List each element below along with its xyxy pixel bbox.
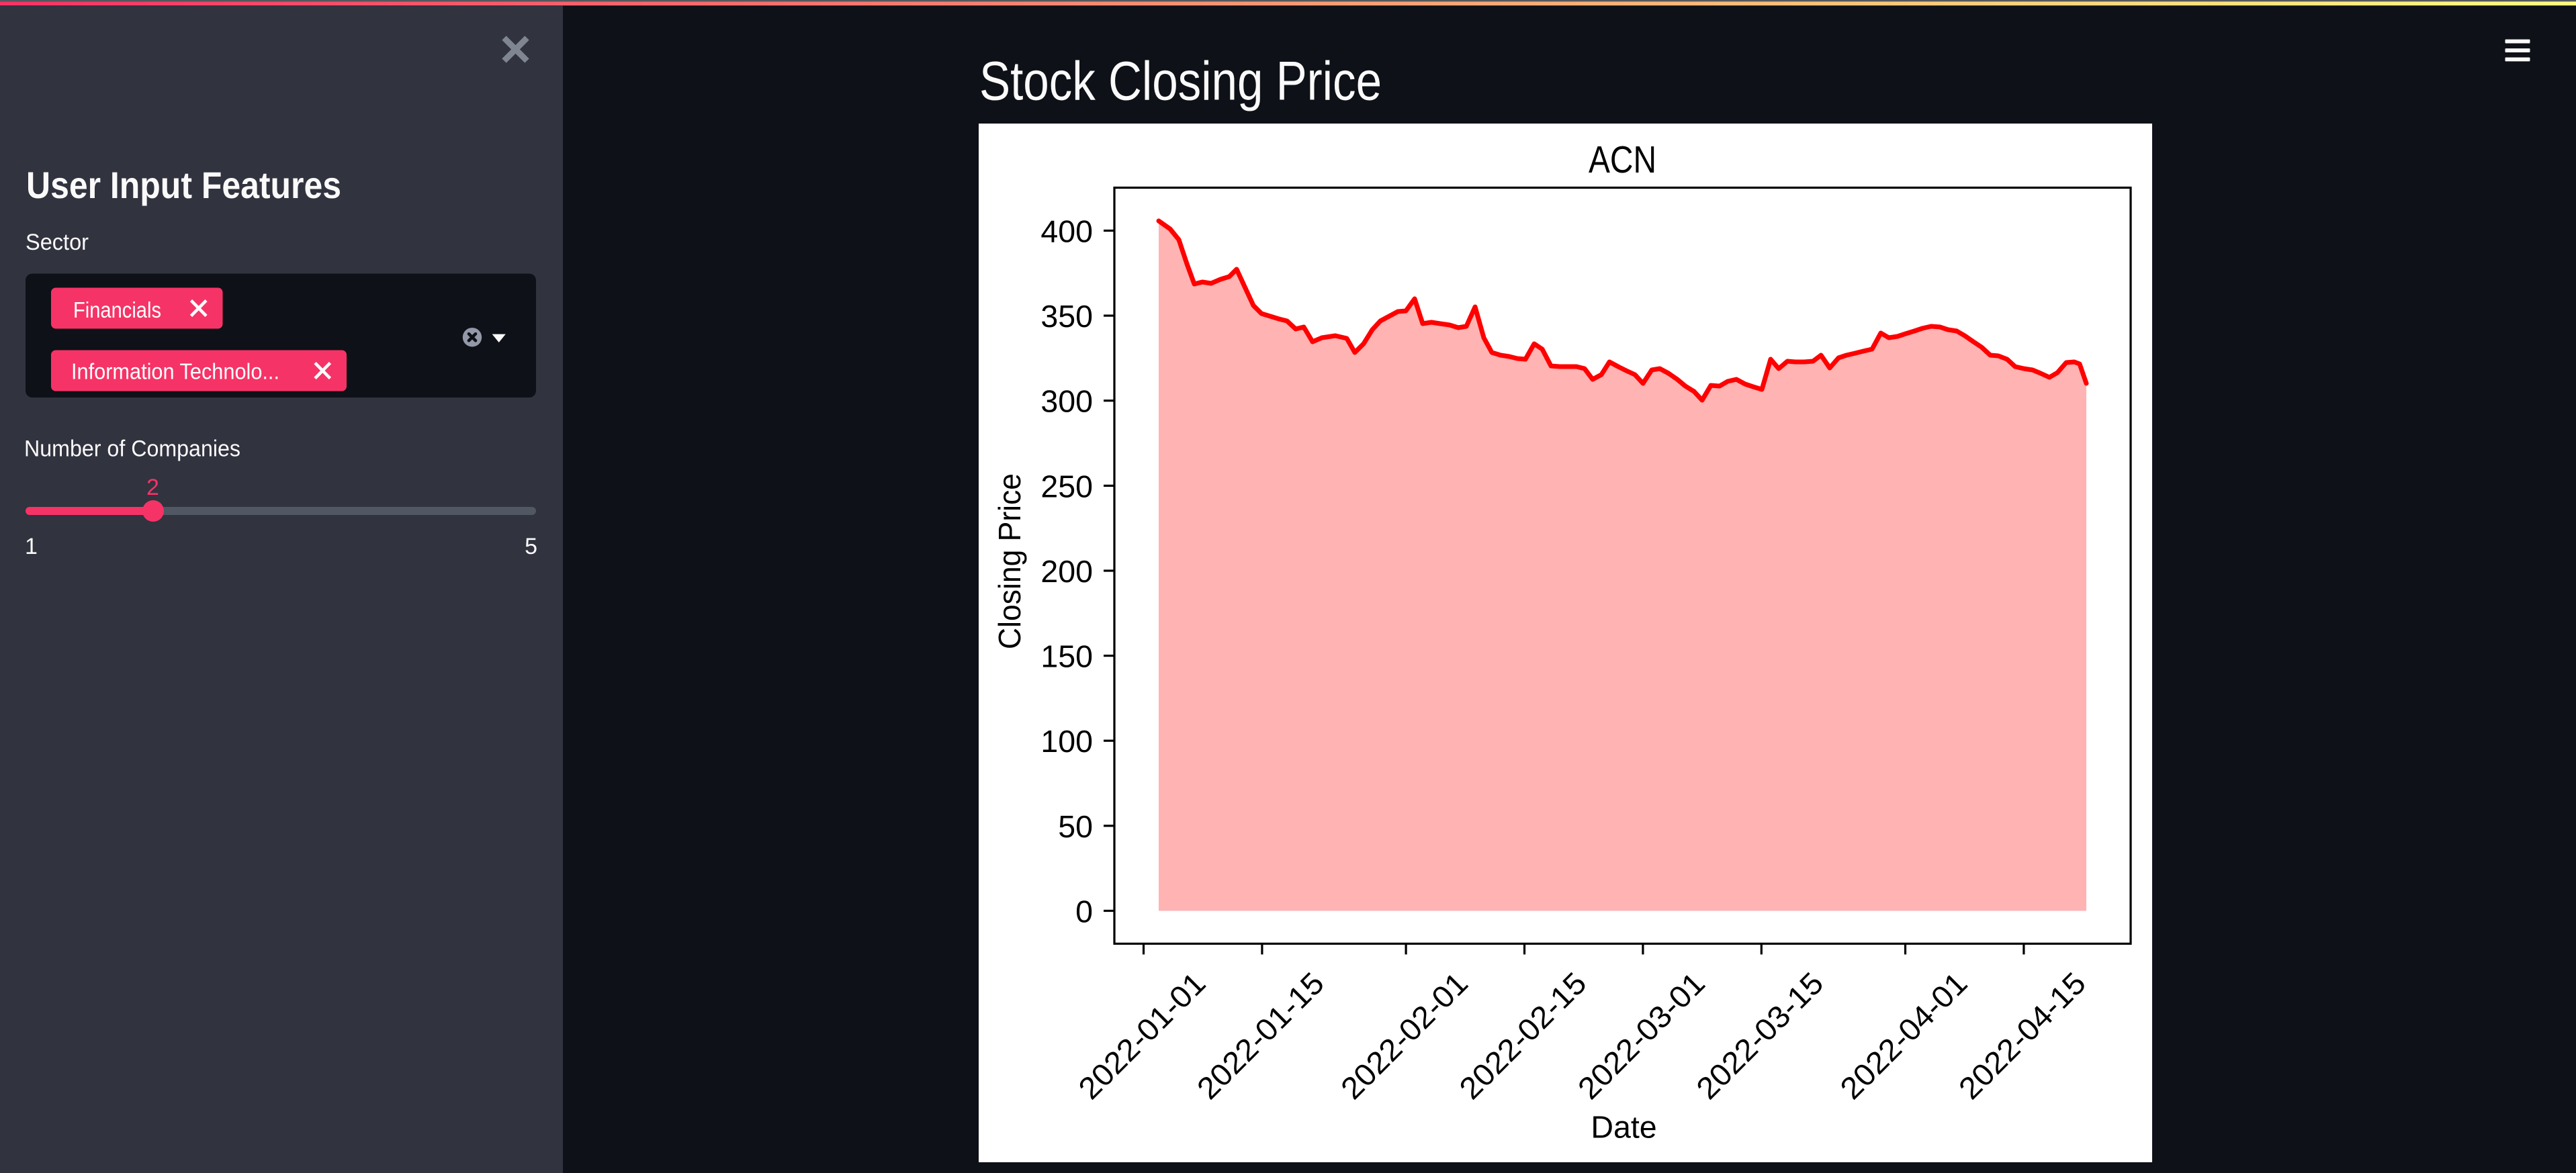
svg-text:300: 300: [1040, 384, 1093, 419]
svg-text:Information Technolo...: Information Technolo...: [71, 359, 279, 384]
svg-text:Sector: Sector: [26, 230, 89, 255]
svg-text:User Input Features: User Input Features: [26, 165, 341, 206]
svg-text:50: 50: [1058, 809, 1093, 844]
svg-text:Financials: Financials: [73, 297, 161, 322]
svg-text:Closing Price: Closing Price: [992, 473, 1027, 649]
svg-text:Date: Date: [1591, 1110, 1656, 1145]
svg-text:150: 150: [1040, 639, 1093, 674]
svg-text:100: 100: [1040, 724, 1093, 759]
svg-text:0: 0: [1075, 894, 1093, 929]
svg-text:1: 1: [25, 534, 38, 559]
svg-text:Stock Closing Price: Stock Closing Price: [979, 51, 1382, 112]
svg-text:Number of Companies: Number of Companies: [24, 436, 240, 462]
svg-text:5: 5: [525, 534, 537, 559]
svg-text:200: 200: [1040, 554, 1093, 589]
svg-text:ACN: ACN: [1589, 138, 1656, 181]
svg-text:400: 400: [1040, 214, 1093, 249]
svg-text:350: 350: [1040, 299, 1093, 334]
svg-text:2: 2: [146, 475, 159, 500]
svg-text:250: 250: [1040, 469, 1093, 504]
